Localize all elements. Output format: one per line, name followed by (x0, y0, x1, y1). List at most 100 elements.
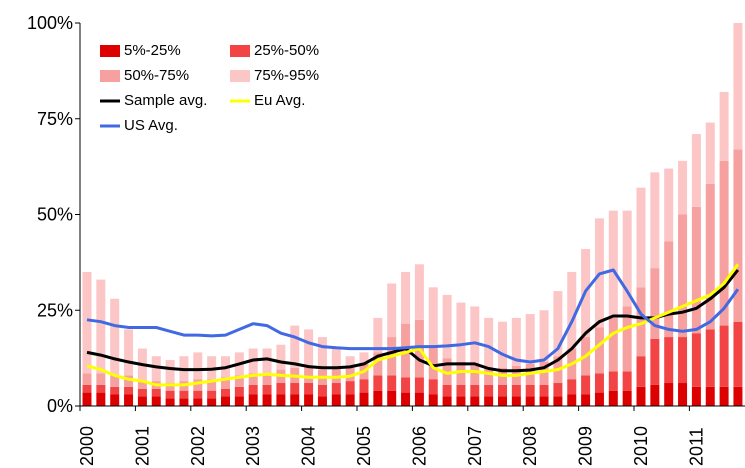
x-tick-label: 2006 (409, 426, 429, 466)
bar-segment (719, 386, 729, 406)
bar-segment (733, 149, 743, 322)
bar-segment (608, 210, 618, 318)
bar-segment (594, 392, 604, 406)
bar-segment (414, 264, 424, 320)
legend-swatch (100, 70, 120, 82)
bar-segment (622, 210, 632, 307)
bar-segment (691, 134, 701, 207)
x-tick-label: 2008 (520, 426, 540, 466)
bar-segment (331, 367, 341, 384)
bar-segment (484, 396, 494, 406)
bar-segment (650, 384, 660, 406)
bar-segment (650, 172, 660, 269)
bar-segment (193, 398, 203, 406)
bar-segment (414, 392, 424, 406)
bar-segment (96, 384, 106, 393)
bar-segment (401, 377, 411, 393)
bar-segment (498, 321, 507, 368)
bar-segment (442, 294, 452, 359)
bar-segment (428, 344, 438, 380)
bar-segment (705, 122, 715, 184)
legend-label: 75%-95% (254, 67, 319, 84)
bar-segment (567, 394, 577, 406)
bar-segment (345, 356, 355, 368)
bar-segment (96, 392, 106, 406)
bar-segment (373, 317, 383, 353)
y-tick-label: 25% (37, 300, 73, 320)
bar-segment (179, 390, 189, 399)
y-tick-label: 75% (37, 109, 73, 129)
bar-segment (137, 388, 147, 397)
bar-segment (359, 392, 369, 406)
bar-segment (221, 388, 230, 397)
bar-segment (539, 361, 549, 385)
y-tick-label: 50% (37, 205, 73, 225)
bar-segment (664, 241, 674, 338)
bar-segment (248, 373, 258, 385)
bar-segment (594, 373, 604, 393)
bar-segment (636, 386, 646, 406)
x-tick-label: 2009 (576, 426, 596, 466)
bar-segment (678, 383, 688, 406)
legend-swatch (230, 45, 250, 57)
legend-box (84, 28, 348, 146)
legend-label: Sample avg. (124, 92, 207, 109)
bar-segment (207, 398, 217, 406)
bar-segment (345, 367, 355, 382)
bar-segment (262, 384, 272, 395)
bar-segment (594, 327, 604, 374)
bar-segment (719, 91, 729, 161)
bar-segment (124, 394, 134, 406)
bar-segment (511, 384, 521, 397)
y-tick-label: 0% (47, 396, 73, 416)
bar-segment (387, 283, 397, 338)
bar-segment (331, 348, 341, 368)
bar-segment (290, 325, 300, 368)
bar-segment (581, 375, 591, 395)
bar-segment (608, 317, 618, 372)
bar-segment (304, 394, 314, 406)
bar-segment (622, 371, 632, 391)
x-tick-label: 2004 (299, 426, 319, 466)
bar-segment (539, 396, 549, 406)
bar-segment (331, 383, 341, 395)
bar-segment (664, 337, 674, 384)
bar-segment (608, 371, 618, 391)
bar-segment (304, 383, 314, 395)
x-tick-label: 2002 (188, 426, 208, 466)
bar-segment (207, 390, 217, 399)
bar-segment (553, 396, 563, 406)
x-tick-label: 2007 (465, 426, 485, 466)
bar-segment (151, 356, 161, 382)
x-tick-label: 2005 (354, 426, 374, 466)
bar-segment (484, 317, 494, 368)
bar-segment (221, 396, 230, 406)
bar-segment (691, 206, 701, 334)
bar-segment (484, 384, 494, 397)
bar-segment (82, 271, 92, 374)
x-tick-label: 2000 (77, 426, 97, 466)
legend-label: 50%-75% (124, 67, 189, 84)
bar-segment (276, 383, 286, 395)
x-tick-label: 2003 (243, 426, 263, 466)
bar-segment (636, 187, 646, 288)
bar-segment (622, 390, 632, 406)
legend-label: 25%-50% (254, 42, 319, 59)
bar-segment (511, 396, 521, 406)
bar-segment (124, 375, 134, 387)
bar-segment (719, 325, 729, 387)
bar-segment (248, 394, 258, 406)
bar-segment (345, 381, 355, 395)
legend-swatch (100, 45, 120, 57)
bar-segment (567, 271, 577, 349)
bar-segment (179, 398, 189, 406)
bar-segment (317, 384, 327, 397)
legend-swatch (230, 70, 250, 82)
bar-segment (401, 271, 411, 324)
bar-segment (276, 394, 286, 406)
legend: 5%-25% 25%-50% 50%-75% 75%-95% Sample avg. Eu… (84, 28, 348, 146)
line-series (86, 263, 740, 387)
bar-segment (539, 310, 549, 362)
bar-segment (276, 344, 286, 370)
bar-segment (414, 377, 424, 393)
